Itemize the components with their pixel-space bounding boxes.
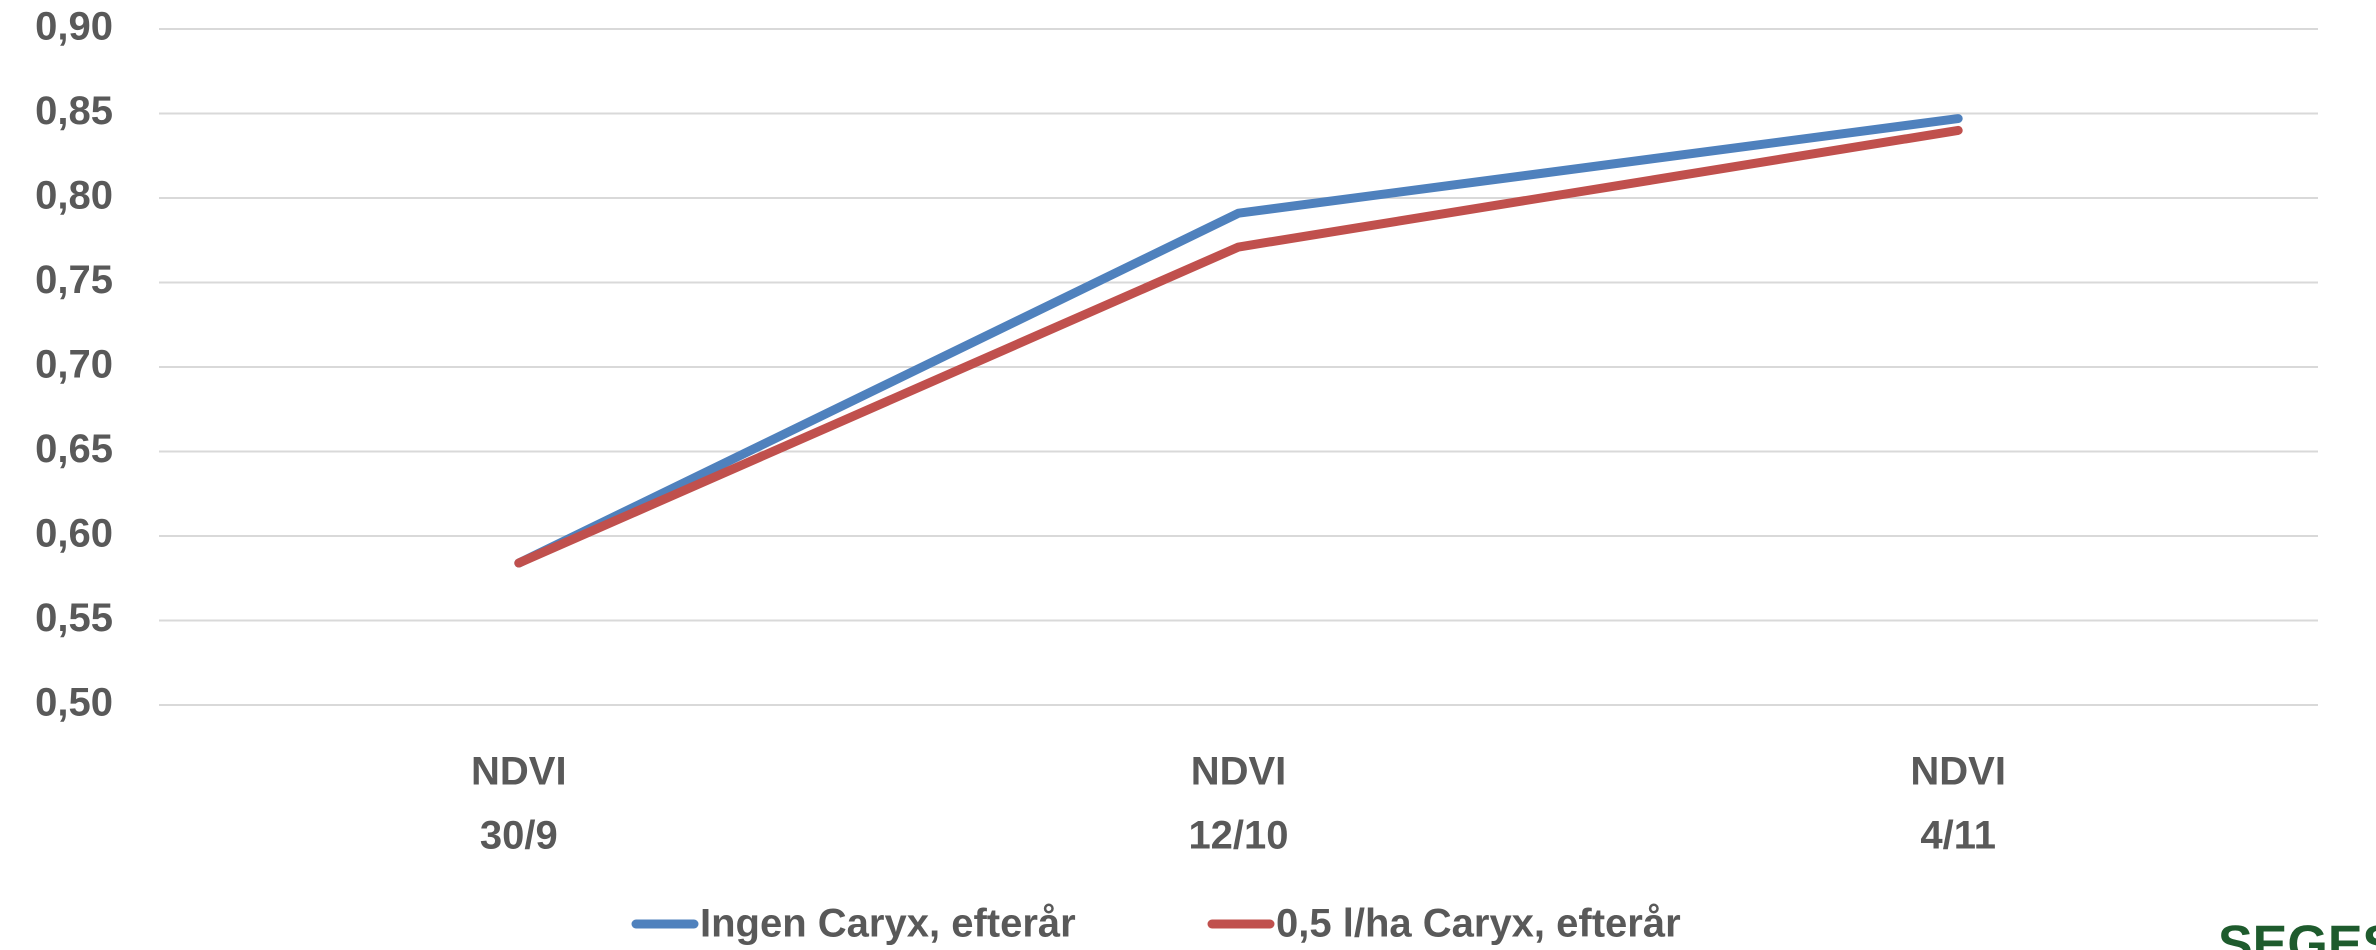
y-tick-label: 0,50: [35, 681, 113, 725]
x-tick-label: 4/11: [1920, 814, 1996, 858]
y-tick-label: 0,65: [35, 427, 113, 471]
series-line: [514, 114, 1963, 568]
y-tick-label: 0,70: [35, 343, 113, 387]
x-tick-label: 30/9: [480, 814, 558, 858]
x-tick-label: NDVI: [471, 750, 567, 794]
legend-label: 0,5 l/ha Caryx, efterår: [1276, 902, 1681, 946]
logo: SEGES: [2218, 916, 2376, 950]
series-line: [514, 125, 1963, 568]
x-tick-label: 12/10: [1188, 814, 1288, 858]
y-tick-label: 0,55: [35, 596, 113, 640]
y-tick-label: 0,75: [35, 258, 113, 302]
y-tick-label: 0,90: [35, 5, 113, 49]
y-tick-label: 0,85: [35, 89, 113, 133]
x-tick-label: NDVI: [1191, 750, 1287, 794]
y-tick-label: 0,60: [35, 512, 113, 556]
legend-label: Ingen Caryx, efterår: [700, 902, 1076, 946]
y-tick-label: 0,80: [35, 174, 113, 218]
x-tick-label: NDVI: [1910, 750, 2006, 794]
